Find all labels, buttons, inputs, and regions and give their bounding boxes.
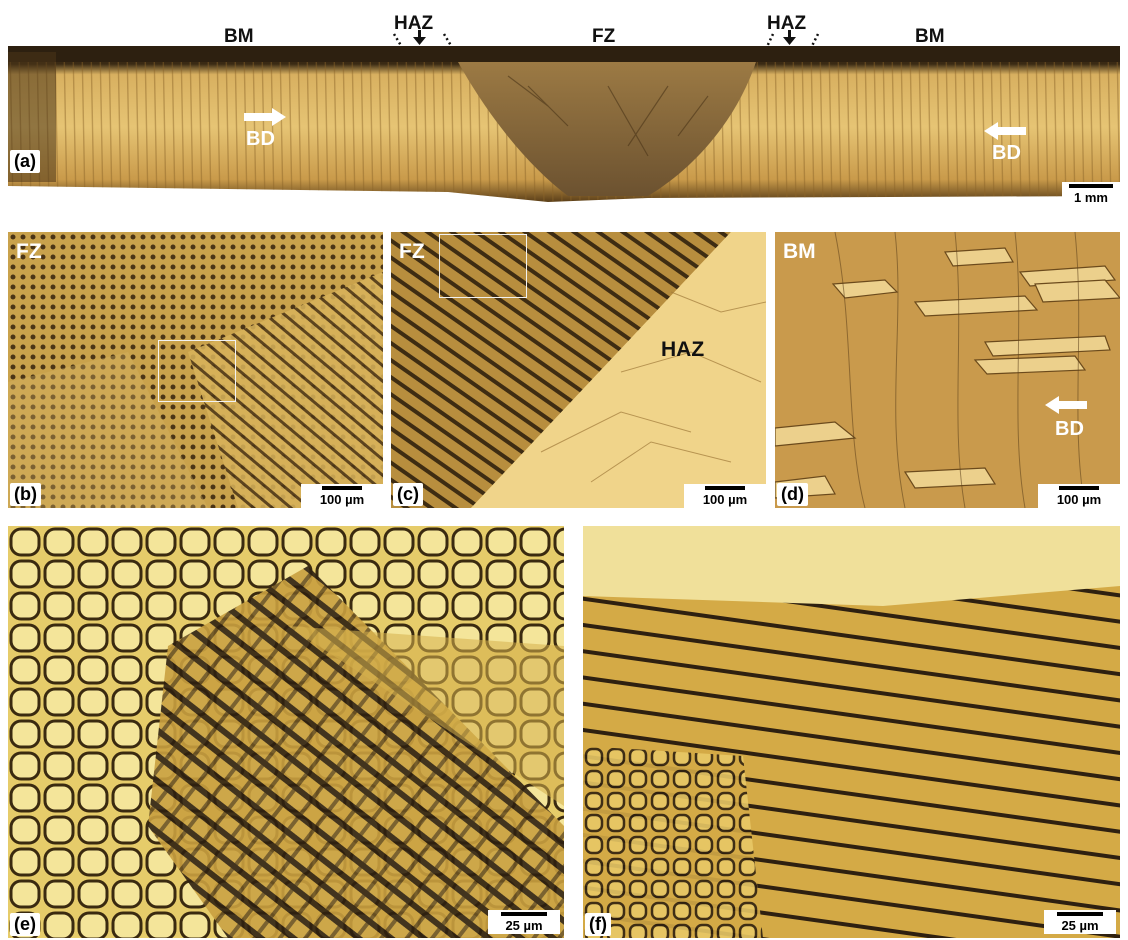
scale-bar-e-text: 25 µm — [505, 918, 543, 933]
panel-f-label: (f) — [585, 913, 611, 936]
label-haz-right: HAZ — [767, 13, 807, 34]
panel-c-zone-fz: FZ — [399, 240, 425, 263]
scale-bar-e: 25 µm — [488, 910, 560, 934]
scale-bar-a: 1 mm — [1062, 182, 1120, 206]
bd-label-right: BD — [992, 142, 1021, 164]
scale-bar-f: 25 µm — [1044, 910, 1116, 934]
scale-bar-b-text: 100 µm — [319, 492, 365, 507]
label-bm-left: BM — [224, 26, 254, 47]
panel-c-inset-box — [439, 234, 527, 298]
panel-b-fz-micrograph: FZ (b) 100 µm — [8, 232, 383, 508]
scale-bar-c-text: 100 µm — [702, 492, 748, 507]
bd-arrow-left-icon — [1045, 396, 1087, 414]
panel-a-weld-cross-section: (a) BD BD 1 mm — [8, 46, 1120, 206]
panel-d-bm-micrograph: BM BD (d) 100 µm — [775, 232, 1120, 508]
panel-e-label: (e) — [10, 913, 40, 936]
panel-a-label: (a) — [10, 150, 40, 173]
scale-bar-d: 100 µm — [1038, 484, 1120, 508]
panel-d-bd-label: BD — [1055, 418, 1084, 440]
label-haz-left: HAZ — [394, 13, 434, 34]
panel-d-label: (d) — [777, 483, 808, 506]
label-bm-right: BM — [915, 26, 945, 47]
panel-d-zone: BM — [783, 240, 816, 263]
panel-b-inset-box — [158, 340, 236, 402]
scale-bar-a-text: 1 mm — [1074, 190, 1108, 205]
label-fz: FZ — [592, 26, 616, 47]
scale-bar-c: 100 µm — [684, 484, 766, 508]
bd-label-left: BD — [246, 128, 275, 150]
scale-bar-f-text: 25 µm — [1061, 918, 1099, 933]
panel-b-label: (b) — [10, 483, 41, 506]
panel-c-fz-haz-micrograph: FZ HAZ (c) 100 µm — [391, 232, 766, 508]
bd-arrow-right-icon — [244, 108, 286, 126]
panel-e-high-mag-micrograph: (e) 25 µm — [8, 526, 564, 938]
scale-bar-d-text: 100 µm — [1056, 492, 1102, 507]
panel-b-zone: FZ — [16, 240, 42, 263]
panel-f-high-mag-micrograph: (f) 25 µm — [583, 526, 1120, 938]
panel-c-label: (c) — [393, 483, 423, 506]
panel-c-zone-haz: HAZ — [661, 338, 705, 361]
bd-arrow-left-icon — [984, 122, 1026, 140]
scale-bar-b: 100 µm — [301, 484, 383, 508]
